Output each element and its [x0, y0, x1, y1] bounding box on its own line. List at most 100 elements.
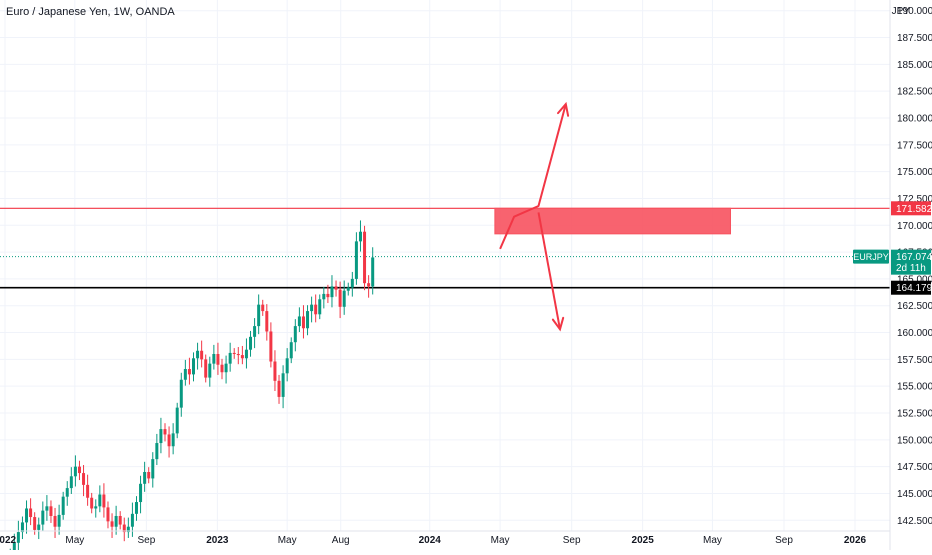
candle-body	[16, 532, 20, 543]
candle	[367, 275, 371, 298]
candle-body	[350, 278, 354, 288]
candle	[57, 504, 61, 535]
candle	[240, 345, 244, 365]
candle-body	[232, 352, 236, 354]
candle-body	[200, 350, 204, 360]
candle	[29, 498, 33, 526]
y-tick-label: 160.000	[897, 328, 932, 339]
candle	[265, 304, 269, 341]
candle-body	[171, 433, 175, 447]
candle-body	[306, 311, 310, 329]
y-tick-label: 157.500	[897, 355, 932, 366]
candle	[130, 502, 134, 537]
candle-body	[37, 524, 41, 530]
candle-body	[367, 283, 371, 287]
candle	[314, 294, 318, 323]
candle	[110, 513, 114, 538]
candle	[163, 423, 167, 442]
candle-body	[330, 286, 334, 298]
x-tick-label: 2023	[206, 535, 229, 546]
candle-body	[196, 350, 200, 359]
candle	[155, 433, 159, 466]
y-tick-label: 185.000	[897, 60, 932, 71]
candle	[216, 342, 220, 375]
candle	[118, 511, 122, 530]
candle-body	[25, 508, 29, 523]
candle	[236, 347, 240, 365]
candle-body	[187, 369, 191, 375]
candle	[350, 271, 354, 297]
y-tick-label: 147.500	[897, 462, 932, 473]
candle-body	[65, 488, 69, 497]
candle-body	[285, 358, 289, 374]
candle	[212, 344, 216, 370]
candle-body	[363, 231, 367, 284]
candle	[65, 481, 69, 506]
candle	[244, 338, 248, 369]
candle-body	[342, 290, 346, 307]
candle-body	[179, 379, 183, 408]
candle	[318, 294, 322, 320]
candle	[45, 495, 49, 521]
candle-body	[261, 304, 265, 312]
candle-body	[297, 316, 301, 327]
y-tick-label: 175.000	[897, 167, 932, 178]
candle-body	[175, 407, 179, 434]
current-price-value: 167.074	[896, 252, 932, 263]
candle-body	[126, 526, 130, 533]
candle-body	[130, 513, 134, 527]
candle-body	[236, 354, 240, 356]
resistance-label-bg	[891, 201, 931, 216]
y-tick-label: 145.000	[897, 489, 932, 500]
candle-body	[155, 443, 159, 460]
arrow-up	[499, 103, 567, 250]
candle	[73, 455, 77, 487]
arrow-up-head	[557, 101, 570, 117]
candle-body	[151, 459, 155, 479]
candle-body	[183, 369, 187, 380]
candle	[53, 507, 57, 538]
annotations[interactable]	[494, 101, 731, 332]
candle-body	[322, 293, 326, 300]
candle-body	[338, 289, 342, 307]
candle-body	[224, 363, 228, 373]
candle	[253, 318, 257, 349]
candle-body	[167, 434, 171, 447]
x-tick-label: 2026	[844, 535, 867, 546]
candle	[114, 505, 118, 535]
candle-body	[159, 429, 163, 444]
candle-body	[216, 354, 220, 365]
candle	[134, 496, 138, 521]
x-tick-label: 2024	[419, 535, 442, 546]
candle	[342, 280, 346, 315]
x-tick-label: 2022	[0, 535, 17, 546]
candle	[306, 305, 310, 336]
x-tick-label: May	[491, 535, 510, 546]
candle-body	[346, 287, 350, 291]
candle-body	[41, 510, 45, 525]
candle-body	[106, 507, 110, 522]
candle-body	[192, 358, 196, 375]
candle-body	[318, 299, 322, 315]
candles	[9, 220, 375, 555]
y-tick-label: 152.500	[897, 409, 932, 420]
candle	[159, 417, 163, 454]
candle	[192, 352, 196, 382]
y-tick-label: 180.000	[897, 114, 932, 125]
candle	[326, 284, 330, 304]
candle-body	[102, 494, 106, 508]
candle	[208, 356, 212, 387]
candle	[183, 359, 187, 386]
candle	[289, 337, 293, 364]
candle-body	[354, 241, 358, 279]
arrow-down-head	[551, 316, 565, 332]
y-tick-label: 172.500	[897, 194, 932, 205]
candle	[297, 307, 301, 333]
x-axis[interactable]: 2022 May Sep 2023 May Aug 2024 May Sep 2025 May Sep…	[0, 535, 867, 546]
candle-body	[326, 293, 330, 298]
y-tick-label: 182.500	[897, 87, 932, 98]
y-tick-label: 150.000	[897, 435, 932, 446]
